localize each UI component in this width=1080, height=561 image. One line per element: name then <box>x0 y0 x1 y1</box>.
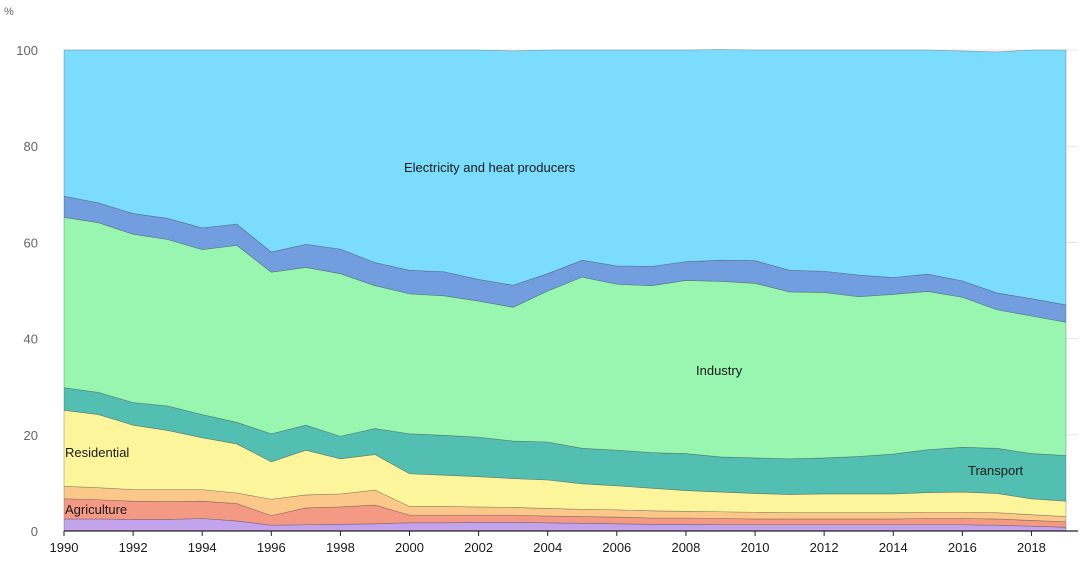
y-tick-label: 0 <box>31 524 38 539</box>
label-transport: Transport <box>968 463 1024 478</box>
y-axis: 0 20 40 60 80 100 <box>16 43 38 539</box>
y-tick-label: 80 <box>24 139 38 154</box>
x-tick-label: 2000 <box>395 540 424 555</box>
x-tick-label: 1996 <box>257 540 286 555</box>
x-tick-label: 1994 <box>188 540 217 555</box>
x-axis: 1990 1992 1994 1996 1998 2000 2002 2004 2006 2008… <box>50 531 1046 555</box>
label-agriculture: Agriculture <box>65 502 127 517</box>
area-series-electricity-and-heat-producers <box>63 49 1067 306</box>
x-tick-label: 2010 <box>741 540 770 555</box>
x-tick-label: 2008 <box>671 540 700 555</box>
label-electricity-and-heat-producers: Electricity and heat producers <box>404 160 576 175</box>
x-tick-label: 2014 <box>879 540 908 555</box>
x-tick-label: 2018 <box>1017 540 1046 555</box>
y-tick-label: 60 <box>24 235 38 250</box>
area-layers <box>63 49 1067 532</box>
x-tick-label: 2002 <box>464 540 493 555</box>
x-tick-label: 1992 <box>119 540 148 555</box>
y-unit-label: % <box>4 6 14 18</box>
x-tick-label: 2004 <box>533 540 562 555</box>
y-tick-label: 40 <box>24 332 38 347</box>
x-tick-label: 2006 <box>602 540 631 555</box>
y-tick-label: 100 <box>16 43 38 58</box>
x-tick-label: 1990 <box>50 540 79 555</box>
label-residential: Residential <box>65 445 129 460</box>
x-tick-label: 1998 <box>326 540 355 555</box>
x-tick-label: 2016 <box>948 540 977 555</box>
label-industry: Industry <box>696 363 743 378</box>
y-tick-label: 20 <box>24 428 38 443</box>
x-tick-label: 2012 <box>810 540 839 555</box>
